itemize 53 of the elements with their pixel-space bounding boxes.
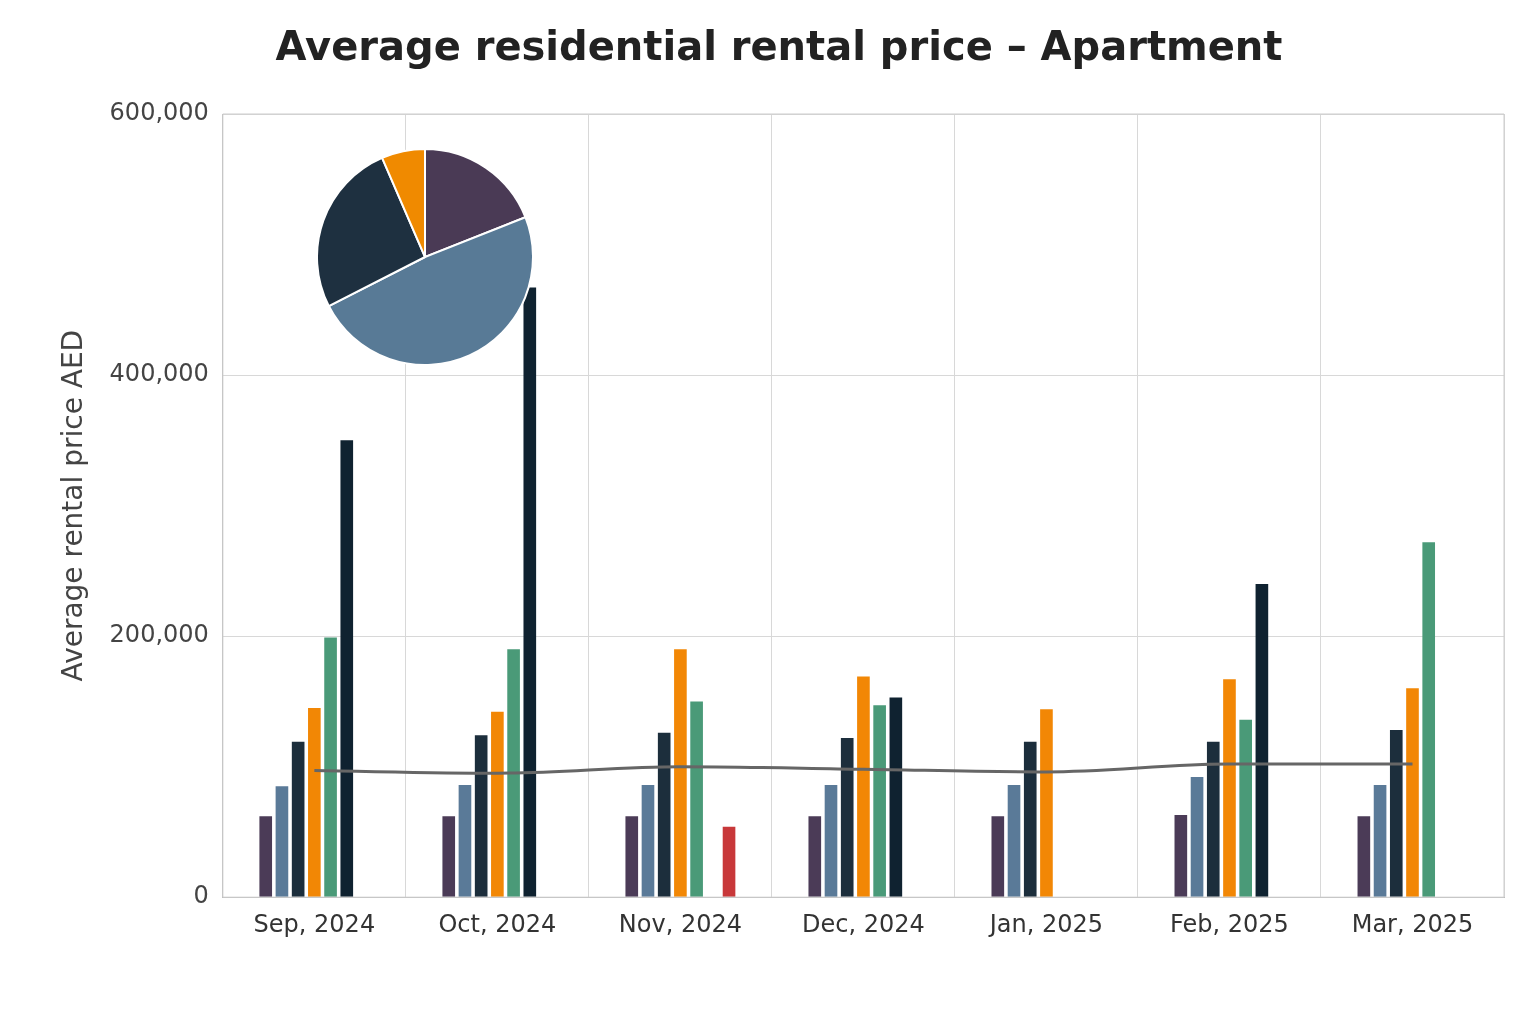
bar — [1174, 814, 1188, 897]
bar — [523, 287, 537, 897]
bar — [824, 784, 838, 897]
bar — [291, 741, 305, 897]
bar — [458, 784, 472, 897]
bar — [259, 816, 273, 897]
bar — [340, 440, 354, 897]
bar — [722, 826, 736, 897]
x-tick-label: Sep, 2024 — [253, 909, 376, 938]
bar — [873, 705, 886, 897]
bar — [308, 707, 321, 897]
bar — [324, 637, 337, 897]
y-tick-label: 600,000 — [109, 98, 209, 127]
bar — [1206, 741, 1220, 897]
bar — [1223, 679, 1236, 897]
bar — [442, 816, 456, 897]
bar — [1190, 777, 1204, 897]
bar — [889, 697, 903, 897]
bar — [690, 701, 703, 897]
bar — [1389, 730, 1403, 897]
y-tick-label: 400,000 — [109, 359, 209, 388]
bar — [1422, 542, 1436, 897]
bar — [657, 732, 671, 897]
y-axis-title: Average rental price AED — [56, 329, 90, 682]
bar — [808, 816, 822, 897]
bar — [991, 816, 1005, 897]
bar — [507, 649, 520, 897]
bar — [1040, 709, 1053, 897]
x-tick-label: Mar, 2025 — [1351, 909, 1474, 938]
line-series — [312, 762, 1414, 775]
bar — [1373, 784, 1387, 897]
bar — [840, 737, 854, 897]
bar — [474, 735, 488, 897]
bar — [857, 676, 870, 897]
bar — [1023, 741, 1037, 897]
bar — [1007, 784, 1021, 897]
bar — [1406, 688, 1419, 897]
bar — [491, 711, 504, 897]
bar — [674, 649, 687, 897]
bar — [1239, 719, 1252, 897]
x-tick-label: Jan, 2025 — [987, 909, 1104, 938]
y-tick-label: 0 — [193, 881, 209, 910]
bar — [625, 816, 639, 897]
bar — [1357, 816, 1371, 897]
bar — [275, 786, 289, 897]
x-tick-label: Dec, 2024 — [802, 909, 925, 938]
chart-title: Average residential rental price – Apartment — [275, 23, 1283, 70]
bar — [641, 784, 655, 897]
bar — [1255, 583, 1269, 897]
x-tick-label: Oct, 2024 — [438, 909, 557, 938]
x-tick-label: Feb, 2025 — [1170, 909, 1289, 938]
x-tick-label: Nov, 2024 — [618, 909, 742, 938]
y-tick-label: 200,000 — [109, 620, 209, 649]
